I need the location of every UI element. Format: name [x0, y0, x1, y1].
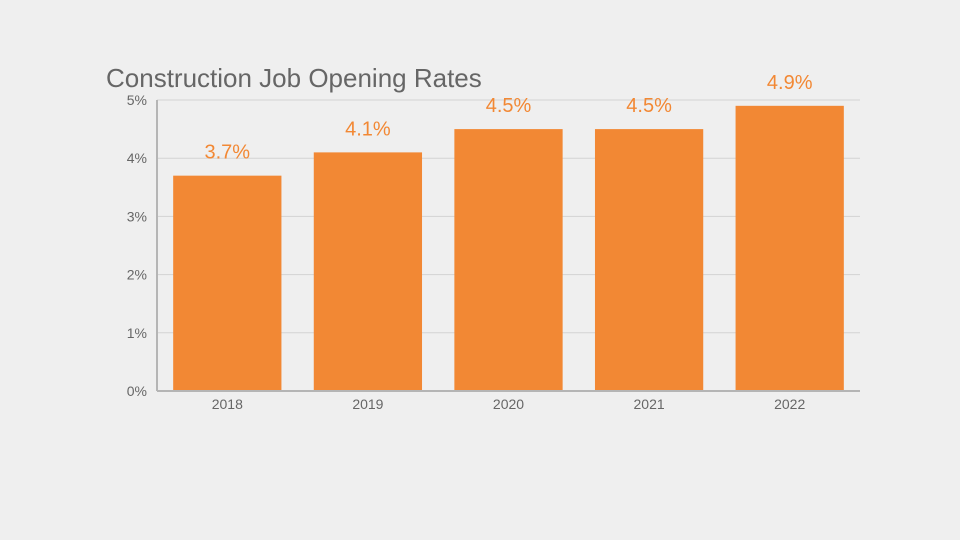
bar-value-label: 4.5%	[626, 95, 672, 117]
x-tick-label: 2018	[212, 396, 243, 412]
x-tick-label: 2020	[493, 396, 524, 412]
y-tick-label: 3%	[127, 208, 147, 224]
y-tick-label: 5%	[127, 92, 147, 108]
y-tick-label: 0%	[127, 383, 147, 399]
bar-value-label: 4.5%	[486, 95, 532, 117]
bar-value-label: 4.9%	[767, 72, 813, 94]
y-tick-label: 4%	[127, 150, 147, 166]
x-tick-label: 2021	[634, 396, 665, 412]
bar	[594, 129, 704, 391]
bar-value-label: 3.7%	[205, 142, 251, 164]
x-tick-label: 2022	[774, 396, 805, 412]
y-tick-label: 1%	[127, 325, 147, 341]
bar	[454, 129, 563, 391]
bar	[173, 175, 282, 391]
bar	[313, 152, 423, 391]
x-tick-label: 2019	[352, 396, 383, 412]
y-tick-label: 2%	[127, 267, 147, 283]
bar-value-label: 4.1%	[345, 118, 391, 140]
chart-title: Construction Job Opening Rates	[106, 63, 482, 93]
bar	[735, 105, 844, 391]
